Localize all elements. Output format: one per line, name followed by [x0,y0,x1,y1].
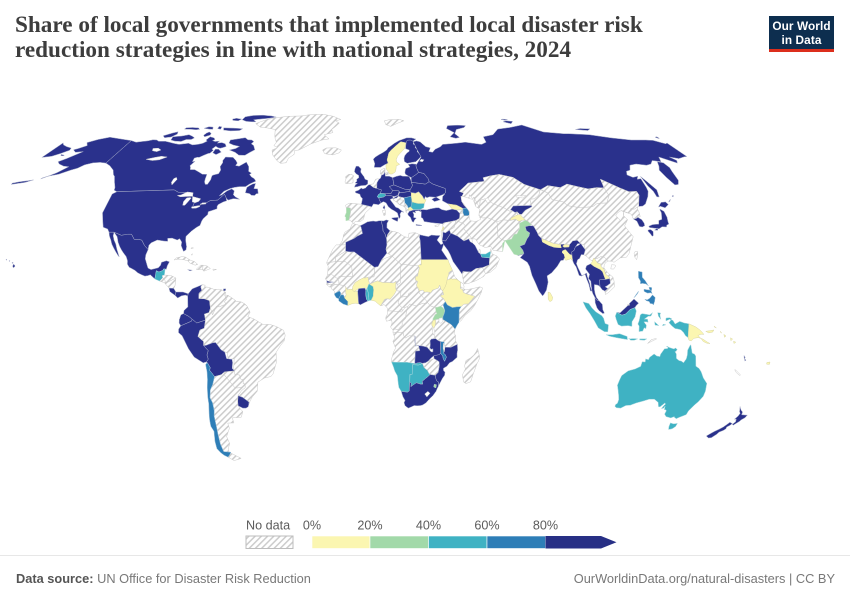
svg-text:40%: 40% [416,519,441,533]
svg-text:60%: 60% [474,519,499,533]
svg-text:No data: No data [246,519,290,533]
svg-text:0%: 0% [303,519,321,533]
svg-text:80%: 80% [533,519,558,533]
svg-text:20%: 20% [357,519,382,533]
